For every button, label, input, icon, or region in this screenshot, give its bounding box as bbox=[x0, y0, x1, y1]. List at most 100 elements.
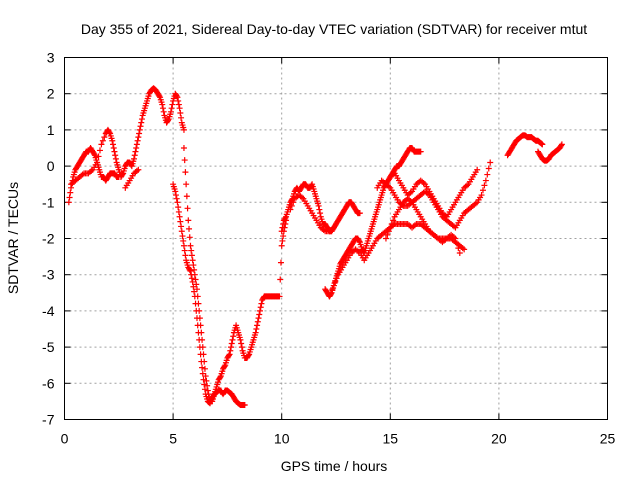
data-point bbox=[228, 344, 235, 351]
y-tick-label: 1 bbox=[47, 122, 55, 138]
data-point bbox=[137, 123, 144, 130]
data-point bbox=[332, 278, 339, 285]
data-point bbox=[199, 336, 206, 343]
data-point bbox=[206, 394, 213, 401]
data-point bbox=[487, 159, 494, 166]
data-point bbox=[238, 340, 245, 347]
data-point bbox=[173, 93, 180, 100]
data-point bbox=[180, 126, 187, 133]
data-point bbox=[66, 194, 73, 201]
y-tick-label: 2 bbox=[47, 86, 55, 102]
data-point bbox=[183, 181, 190, 188]
data-point bbox=[288, 202, 295, 209]
data-point bbox=[167, 108, 174, 115]
data-point bbox=[178, 228, 185, 235]
data-point bbox=[290, 199, 297, 206]
data-point bbox=[138, 119, 145, 126]
data-point bbox=[181, 157, 188, 164]
data-point bbox=[187, 268, 194, 275]
data-point bbox=[456, 249, 463, 256]
x-axis-label: GPS time / hours bbox=[281, 458, 388, 474]
series-track-e bbox=[180, 145, 290, 405]
data-point bbox=[479, 187, 486, 194]
data-point bbox=[256, 307, 263, 314]
data-point bbox=[156, 93, 163, 100]
y-tick-label: 0 bbox=[47, 158, 55, 174]
data-point bbox=[482, 177, 489, 184]
data-point bbox=[186, 234, 193, 241]
data-point bbox=[165, 117, 172, 124]
data-point bbox=[132, 148, 139, 155]
data-point bbox=[538, 140, 545, 147]
data-point bbox=[196, 315, 203, 322]
x-tick-label: 25 bbox=[600, 431, 616, 447]
data-point bbox=[279, 224, 286, 231]
data-point bbox=[196, 307, 203, 314]
data-point bbox=[178, 114, 185, 121]
data-point bbox=[558, 142, 565, 149]
series-track-k bbox=[387, 166, 481, 220]
data-point bbox=[175, 208, 182, 215]
data-point bbox=[225, 352, 232, 359]
data-point bbox=[188, 275, 195, 282]
data-point bbox=[453, 240, 460, 247]
y-tick-label: 3 bbox=[47, 50, 55, 66]
series-track-m bbox=[504, 132, 546, 159]
data-point bbox=[315, 202, 322, 209]
data-point bbox=[110, 141, 117, 148]
data-point bbox=[199, 344, 206, 351]
data-point bbox=[168, 105, 175, 112]
data-point bbox=[333, 275, 340, 282]
data-point bbox=[111, 148, 118, 155]
data-point bbox=[204, 387, 211, 394]
data-point bbox=[202, 373, 209, 380]
series-track-l bbox=[382, 195, 463, 256]
data-point bbox=[455, 245, 462, 252]
data-point bbox=[112, 155, 119, 162]
y-tick-label: -6 bbox=[42, 375, 55, 391]
data-point bbox=[280, 221, 287, 228]
data-point bbox=[119, 171, 126, 178]
data-point bbox=[558, 141, 565, 148]
data-point bbox=[230, 333, 237, 340]
data-point bbox=[190, 262, 197, 269]
data-point bbox=[276, 293, 283, 300]
data-point bbox=[135, 166, 142, 173]
x-tick-label: 15 bbox=[383, 431, 399, 447]
data-point bbox=[169, 101, 176, 108]
plot-frame bbox=[64, 57, 608, 420]
data-point bbox=[382, 235, 389, 242]
data-point bbox=[191, 271, 198, 278]
data-point bbox=[180, 242, 187, 249]
data-point bbox=[136, 130, 143, 137]
x-tick-label: 10 bbox=[274, 431, 290, 447]
data-point bbox=[174, 94, 181, 101]
data-point bbox=[99, 137, 106, 144]
data-point bbox=[131, 152, 138, 159]
data-point bbox=[184, 205, 191, 212]
data-point bbox=[461, 246, 468, 253]
data-point bbox=[390, 217, 397, 224]
data-point bbox=[194, 293, 201, 300]
series-track-n bbox=[534, 141, 565, 164]
data-point bbox=[197, 322, 204, 329]
data-point bbox=[201, 365, 208, 372]
data-point bbox=[254, 318, 261, 325]
data-point bbox=[201, 381, 208, 388]
data-point bbox=[356, 210, 363, 217]
data-point bbox=[183, 193, 190, 200]
data-point bbox=[133, 145, 140, 151]
data-point bbox=[329, 286, 336, 293]
data-point bbox=[67, 189, 74, 196]
data-point bbox=[172, 188, 179, 195]
data-point bbox=[195, 300, 202, 307]
data-point bbox=[282, 214, 289, 221]
data-point bbox=[133, 141, 140, 148]
y-axis-label: SDTVAR / TECUs bbox=[5, 182, 21, 294]
data-point bbox=[245, 352, 252, 359]
data-point bbox=[327, 289, 334, 296]
data-point bbox=[356, 237, 363, 244]
data-point bbox=[94, 159, 101, 166]
